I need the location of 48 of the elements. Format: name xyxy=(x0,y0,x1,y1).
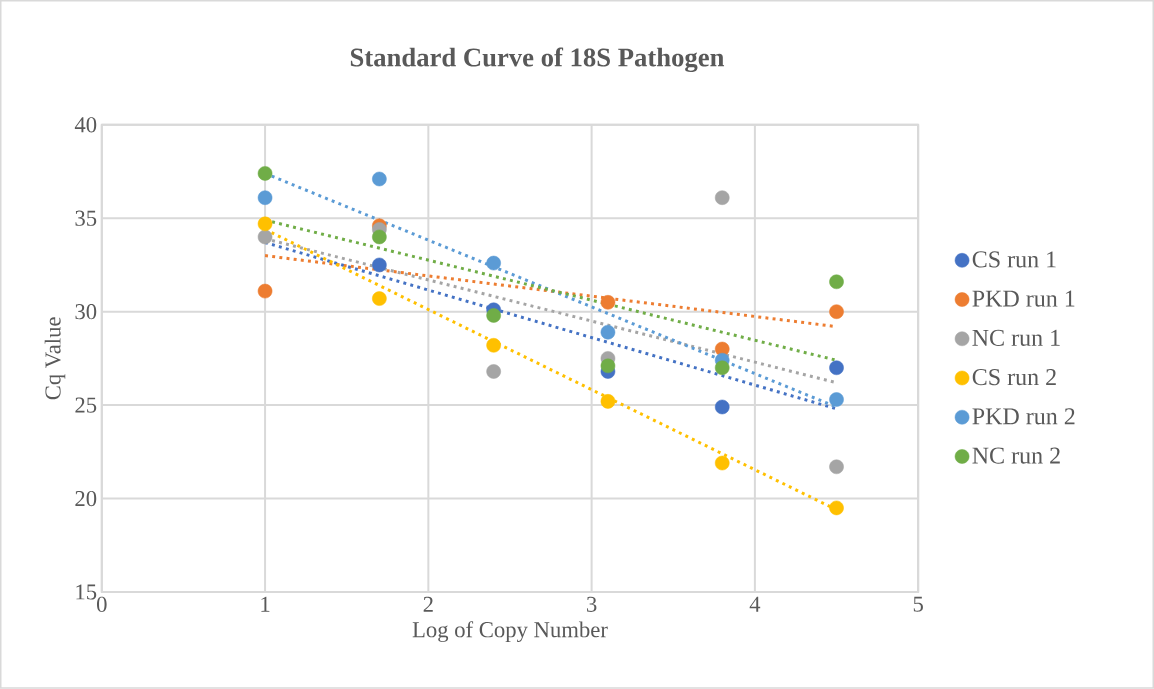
legend-label: PKD run 2 xyxy=(972,408,1075,425)
point xyxy=(257,229,273,245)
point xyxy=(600,325,616,340)
point xyxy=(714,399,730,415)
x-tick-label: 0 xyxy=(96,596,107,613)
point xyxy=(486,308,501,323)
y-tick-label: 25 xyxy=(75,397,97,413)
x-tick-label: 5 xyxy=(913,596,923,612)
legend-label: CS run 2 xyxy=(972,369,1056,386)
point xyxy=(714,190,730,206)
point xyxy=(257,216,273,232)
point xyxy=(714,455,730,471)
point xyxy=(829,459,844,475)
point xyxy=(257,166,273,181)
y-tick-label: 40 xyxy=(74,117,97,133)
y-tick-label: 30 xyxy=(75,304,97,320)
point xyxy=(257,283,273,299)
y-tick-label: 35 xyxy=(75,210,97,226)
x-axis-title: Log of Copy Number xyxy=(412,621,608,643)
x-tick-label: 2 xyxy=(423,596,433,612)
point xyxy=(829,360,844,376)
legend-label: PKD run 1 xyxy=(972,290,1075,307)
legend-label: NC run 1 xyxy=(972,329,1060,347)
point xyxy=(714,360,730,376)
point xyxy=(486,364,501,379)
legend-label: NC run 2 xyxy=(972,447,1060,464)
y-axis-title: Cq Value xyxy=(44,317,66,400)
point xyxy=(372,257,387,273)
x-tick-label: 4 xyxy=(749,596,761,612)
point xyxy=(486,338,501,353)
point xyxy=(372,229,387,245)
point xyxy=(829,500,844,516)
point xyxy=(486,255,501,271)
legend-label: CS run 1 xyxy=(972,251,1056,268)
point xyxy=(829,392,844,407)
point xyxy=(600,394,616,409)
point xyxy=(829,274,844,290)
point xyxy=(372,291,387,306)
point xyxy=(600,295,616,310)
point xyxy=(829,304,844,320)
y-tick-label: 15 xyxy=(76,584,97,600)
x-tick-label: 1 xyxy=(261,596,270,612)
point xyxy=(257,190,273,206)
y-tick-label: 20 xyxy=(75,491,97,507)
chart-title: Standard Curve of 18S Pathogen xyxy=(350,47,725,73)
point xyxy=(600,358,616,374)
x-tick-label: 3 xyxy=(587,596,597,613)
point xyxy=(372,171,387,187)
